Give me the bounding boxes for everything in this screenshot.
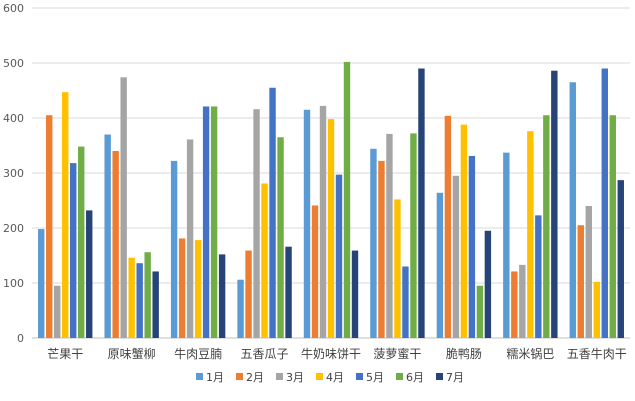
- bar-4-4: [261, 183, 268, 338]
- legend-swatch: [316, 373, 323, 380]
- bar-8-3: [519, 264, 526, 338]
- bar-3-5: [202, 106, 210, 338]
- bar-1-2: [46, 115, 53, 338]
- bar-2-3: [120, 77, 127, 339]
- x-category-label: 菠萝蜜干: [373, 346, 421, 361]
- bar-7-1: [436, 192, 444, 338]
- x-category-label: 芒果干: [47, 346, 83, 361]
- bar-3-3: [186, 139, 194, 338]
- legend-swatch: [436, 373, 443, 380]
- bar-5-6: [343, 61, 351, 339]
- legend-label: 7月: [446, 371, 464, 384]
- legend-swatch: [276, 373, 283, 380]
- bar-4-3: [253, 109, 260, 338]
- bar-5-5: [335, 174, 343, 338]
- bar-2-5: [136, 263, 143, 338]
- legend-label: 2月: [246, 371, 264, 384]
- bar-1-7: [86, 210, 93, 338]
- legend-swatch: [396, 373, 403, 380]
- bar-4-1: [237, 279, 244, 338]
- bar-8-4: [527, 131, 534, 338]
- bar-7-3: [452, 175, 460, 338]
- bar-1-6: [78, 146, 85, 338]
- bar-6-2: [378, 160, 385, 338]
- legend-swatch: [196, 373, 203, 380]
- bar-5-7: [351, 250, 359, 338]
- legend-swatch: [236, 373, 243, 380]
- x-category-label: 原味蟹柳: [108, 346, 156, 361]
- bar-9-7: [617, 180, 624, 338]
- bar-8-5: [535, 215, 542, 338]
- bar-6-3: [386, 133, 393, 338]
- bar-9-1: [569, 82, 576, 338]
- bar-4-6: [277, 137, 284, 338]
- bar-3-7: [218, 254, 226, 338]
- bar-8-6: [543, 115, 550, 338]
- bar-6-5: [402, 266, 409, 338]
- x-category-label: 牛奶味饼干: [301, 346, 361, 361]
- bar-7-7: [484, 230, 492, 338]
- legend: 1月 2月 3月 4月 5月 6月 7月: [196, 371, 464, 384]
- x-category-label: 糯米锅巴: [506, 346, 554, 361]
- bar-5-1: [303, 109, 311, 338]
- bar-9-2: [577, 225, 584, 338]
- bar-4-7: [285, 246, 292, 338]
- legend-label: 6月: [406, 371, 424, 384]
- x-category-label: 五香牛肉干: [567, 346, 627, 361]
- bar-2-1: [104, 134, 111, 338]
- y-tick-label: 400: [3, 112, 24, 125]
- bar-6-1: [370, 148, 377, 338]
- y-tick-label: 100: [3, 277, 24, 290]
- bar-2-6: [144, 252, 151, 338]
- bar-8-7: [551, 70, 558, 338]
- bar-6-4: [394, 199, 401, 338]
- bar-1-4: [62, 92, 69, 339]
- bar-8-2: [511, 271, 518, 338]
- bar-9-5: [601, 68, 608, 338]
- bar-2-2: [112, 151, 119, 338]
- legend-label: 1月: [206, 371, 224, 384]
- x-category-label: 脆鸭肠: [446, 346, 482, 361]
- bar-7-2: [444, 115, 452, 338]
- bar-5-4: [327, 119, 335, 338]
- bar-9-6: [609, 115, 616, 338]
- y-tick-label: 0: [17, 332, 24, 345]
- legend-label: 3月: [286, 371, 304, 384]
- legend-label: 4月: [326, 371, 344, 384]
- bar-8-1: [503, 152, 510, 338]
- bar-2-7: [152, 271, 159, 338]
- bar-1-3: [54, 285, 61, 338]
- bar-6-6: [410, 133, 417, 338]
- bar-5-2: [311, 205, 319, 338]
- y-tick-label: 600: [3, 2, 24, 15]
- x-axis-categories: 芒果干 原味蟹柳 牛肉豆腩 五香瓜子 牛奶味饼干 菠萝蜜干 脆鸭肠 糯米锅巴 五香牛肉干: [47, 346, 627, 361]
- legend-swatch: [356, 373, 363, 380]
- bar-7-4: [460, 124, 468, 338]
- bar-3-2: [178, 238, 186, 338]
- x-category-label: 牛肉豆腩: [174, 346, 222, 361]
- bar-1-5: [70, 163, 77, 338]
- y-tick-label: 200: [3, 222, 24, 235]
- bar-9-3: [585, 206, 592, 338]
- x-category-label: 五香瓜子: [241, 347, 289, 361]
- y-tick-label: 500: [3, 57, 24, 70]
- bar-9-4: [593, 281, 600, 338]
- bar-3-1: [170, 160, 178, 338]
- bar-2-4: [128, 257, 135, 338]
- bar-4-2: [245, 250, 252, 338]
- bar-6-7: [418, 68, 425, 338]
- bar-7-5: [468, 155, 476, 338]
- bars: [38, 61, 624, 339]
- bar-4-5: [269, 87, 276, 338]
- y-axis-ticks: 0 100 200 300 400 500 600: [3, 2, 24, 345]
- bar-7-6: [476, 285, 484, 338]
- y-tick-label: 300: [3, 167, 24, 180]
- legend-label: 5月: [366, 371, 384, 384]
- bar-3-6: [210, 106, 218, 338]
- bar-3-4: [194, 240, 202, 338]
- bar-1-1: [38, 229, 45, 338]
- bar-5-3: [319, 105, 327, 339]
